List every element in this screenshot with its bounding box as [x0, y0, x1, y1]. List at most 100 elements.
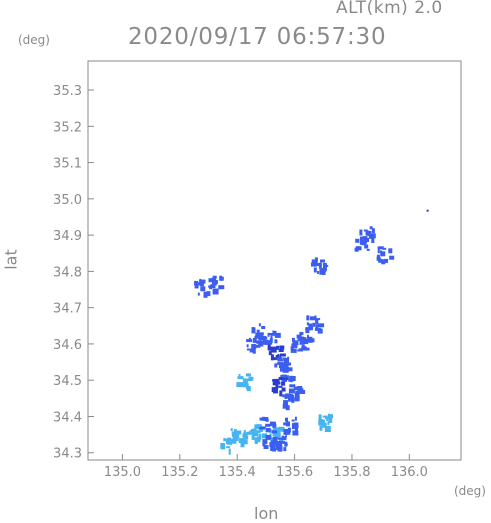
echo-cell: [285, 393, 290, 398]
echo-cell: [194, 283, 199, 286]
echo-cell: [259, 417, 266, 421]
echo-cell: [265, 423, 271, 427]
echo-cell: [265, 434, 271, 440]
y-tick-label: 34.6: [53, 338, 82, 353]
echo-cell: [272, 432, 277, 437]
echo-cell: [283, 422, 289, 426]
echo-cell: [278, 376, 283, 380]
echo-cell: [265, 418, 269, 422]
echo-cell: [276, 345, 280, 350]
echo-cell: [294, 416, 297, 421]
echo-cell: [275, 382, 279, 389]
echo-cell: [283, 400, 289, 407]
echo-cell: [388, 248, 393, 254]
y-tick-label: 35.2: [53, 120, 82, 135]
echo-cell: [284, 441, 288, 447]
echo-cell: [306, 315, 310, 321]
echo-cell: [210, 284, 216, 289]
echo-cell: [313, 267, 317, 273]
echo-cell: [248, 337, 251, 341]
echo-cell: [211, 280, 218, 284]
echo-cell: [199, 280, 204, 286]
echo-cell: [245, 373, 251, 377]
echo-cell: [303, 339, 309, 342]
echo-cell: [281, 381, 286, 386]
echo-cell: [322, 415, 328, 418]
echo-cell: [295, 391, 300, 398]
echo-cell: [253, 430, 256, 435]
echo-cell: [208, 278, 214, 283]
echo-cell: [279, 353, 286, 357]
echo-cell: [292, 340, 299, 346]
echo-cell: [278, 362, 284, 369]
echo-cell: [263, 445, 269, 449]
echo-cell: [219, 275, 223, 281]
echo-cell: [223, 438, 227, 442]
echo-cell: [293, 422, 299, 429]
echo-cell: [277, 445, 283, 452]
echo-cell: [389, 255, 395, 260]
echo-cell: [256, 334, 261, 339]
echo-cell: [281, 436, 287, 441]
echo-cell: [248, 376, 254, 381]
echo-cell: [289, 384, 296, 388]
echo-cell: [291, 376, 296, 381]
echo-cell: [254, 430, 258, 434]
echo-cell: [324, 426, 331, 432]
echo-cell: [324, 264, 329, 267]
echo-cell: [283, 429, 288, 435]
echo-cell: [382, 247, 387, 250]
echo-cell: [283, 358, 289, 364]
echo-cell: [256, 329, 260, 335]
echo-cell: [272, 448, 277, 452]
echo-cell: [238, 373, 241, 376]
echo-cell: [317, 271, 320, 274]
echo-cell: [367, 231, 372, 236]
echo-cell: [254, 441, 258, 444]
echo-cell: [307, 334, 309, 339]
echo-cell: [272, 430, 277, 434]
echo-cell: [230, 438, 236, 444]
echo-cell: [320, 259, 325, 263]
echo-cell: [384, 258, 389, 263]
echo-cell: [227, 437, 232, 442]
echo-cell: [230, 428, 233, 432]
echo-cell: [315, 318, 318, 324]
echo-cell: [359, 236, 363, 240]
echo-cell: [321, 269, 326, 275]
echo-cell: [242, 378, 248, 381]
echo-cell: [315, 324, 319, 330]
echo-cell: [269, 437, 275, 441]
echo-cell: [273, 387, 278, 394]
echo-cell: [254, 344, 261, 348]
echo-cell: [272, 330, 277, 336]
echo-cell: [281, 387, 286, 392]
echo-cell: [242, 380, 248, 386]
echo-cell: [194, 280, 199, 285]
echo-cell: [369, 234, 372, 238]
echo-cell: [285, 378, 287, 382]
echo-cell: [326, 418, 329, 422]
echo-cell: [327, 421, 330, 425]
echo-cell: [322, 267, 327, 272]
echo-cell: [206, 291, 211, 297]
y-tick-label: 34.7: [53, 302, 82, 317]
echo-cell: [278, 357, 283, 362]
echo-cell: [196, 282, 203, 286]
echo-cell: [274, 332, 281, 338]
echo-cell: [361, 242, 367, 246]
echo-cell: [309, 316, 316, 321]
echo-cell: [258, 340, 264, 346]
echo-cell: [363, 229, 368, 232]
echo-cell: [194, 284, 199, 289]
echo-cell: [254, 424, 260, 430]
x-tick-label: 135.0: [104, 465, 141, 480]
echo-cell: [269, 337, 273, 343]
echo-cell: [243, 432, 248, 438]
echo-cell: [291, 398, 295, 403]
echo-cell: [328, 414, 333, 419]
x-tick-label: 135.4: [219, 465, 256, 480]
echo-cell: [307, 336, 313, 343]
echo-cell: [301, 340, 305, 345]
echo-cell: [199, 278, 202, 283]
